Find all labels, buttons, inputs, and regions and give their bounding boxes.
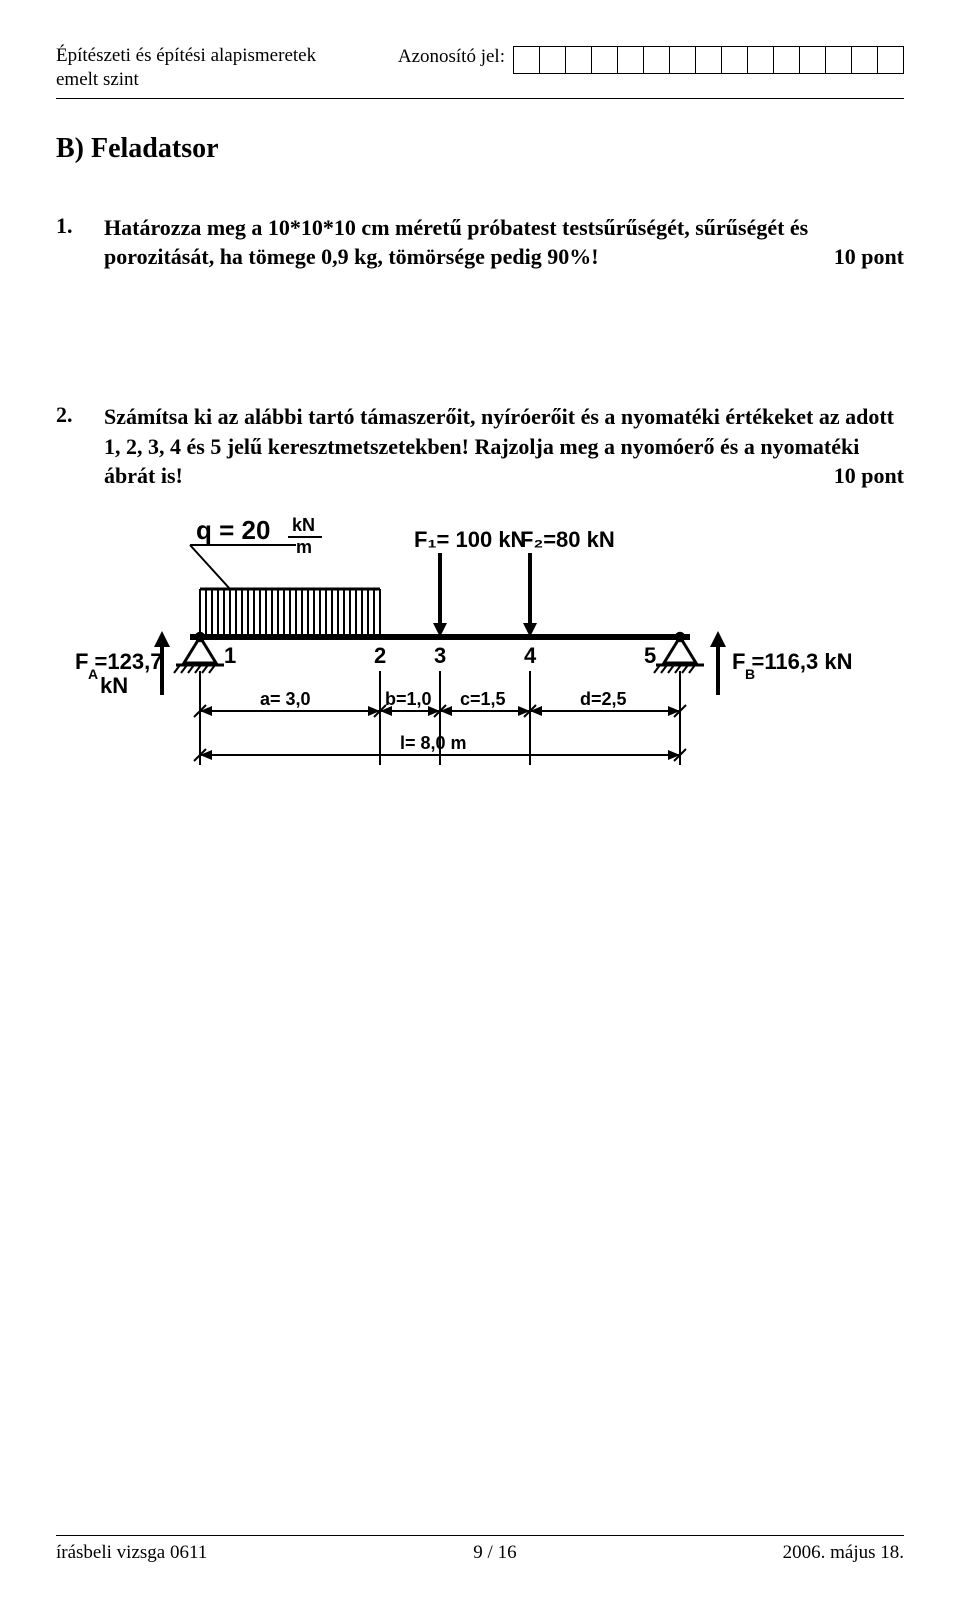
svg-text:A: A (88, 666, 98, 682)
svg-text:q = 20: q = 20 (196, 517, 270, 545)
id-label: Azonosító jel: (398, 46, 505, 68)
id-box-row (513, 46, 904, 74)
id-box[interactable] (539, 46, 566, 74)
q2-text: Számítsa ki az alábbi tartó támaszerőit,… (104, 402, 904, 491)
header-rule (56, 98, 904, 99)
id-box[interactable] (643, 46, 670, 74)
svg-text:b=1,0: b=1,0 (385, 689, 432, 709)
svg-text:F₁= 100 kN: F₁= 100 kN (414, 527, 526, 552)
svg-text:2: 2 (374, 643, 386, 668)
id-box[interactable] (747, 46, 774, 74)
id-box[interactable] (773, 46, 800, 74)
q2-number: 2. (56, 402, 84, 491)
q1-points: 10 pont (834, 242, 904, 272)
beam-diagram: q = 20kNmF₁= 100 kNF₂=80 kNF =123,7AkNF … (70, 517, 890, 827)
footer-center: 9 / 16 (473, 1542, 516, 1564)
id-box[interactable] (825, 46, 852, 74)
footer-right: 2006. május 18. (783, 1542, 904, 1564)
id-box[interactable] (513, 46, 540, 74)
svg-text:5: 5 (644, 643, 656, 668)
id-box[interactable] (721, 46, 748, 74)
q2-body-text: Számítsa ki az alábbi tartó támaszerőit,… (104, 404, 894, 488)
id-box[interactable] (591, 46, 618, 74)
svg-text:F₂=80 kN: F₂=80 kN (520, 527, 615, 552)
id-box[interactable] (669, 46, 696, 74)
id-box[interactable] (799, 46, 826, 74)
svg-text:3: 3 (434, 643, 446, 668)
svg-text:4: 4 (524, 643, 537, 668)
svg-text:m: m (296, 537, 312, 557)
id-box[interactable] (877, 46, 904, 74)
header-line1: Építészeti és építési alapismeretek (56, 44, 316, 68)
id-box[interactable] (851, 46, 878, 74)
section-title: B) Feladatsor (56, 133, 904, 165)
id-box[interactable] (565, 46, 592, 74)
svg-text:B: B (745, 666, 755, 682)
q2-points: 10 pont (834, 461, 904, 491)
svg-text:c=1,5: c=1,5 (460, 689, 506, 709)
svg-text:kN: kN (100, 673, 128, 698)
svg-text:1: 1 (224, 643, 236, 668)
q1-body-text: Határozza meg a 10*10*10 cm méretű próba… (104, 215, 808, 270)
svg-text:d=2,5: d=2,5 (580, 689, 627, 709)
id-box[interactable] (695, 46, 722, 74)
svg-text:l= 8,0 m: l= 8,0 m (400, 733, 467, 753)
svg-text:a= 3,0: a= 3,0 (260, 689, 311, 709)
header-line2: emelt szint (56, 68, 316, 92)
svg-text:kN: kN (292, 517, 315, 535)
q1-number: 1. (56, 213, 84, 272)
q1-text: Határozza meg a 10*10*10 cm méretű próba… (104, 213, 904, 272)
id-box[interactable] (617, 46, 644, 74)
footer-left: írásbeli vizsga 0611 (56, 1542, 207, 1564)
